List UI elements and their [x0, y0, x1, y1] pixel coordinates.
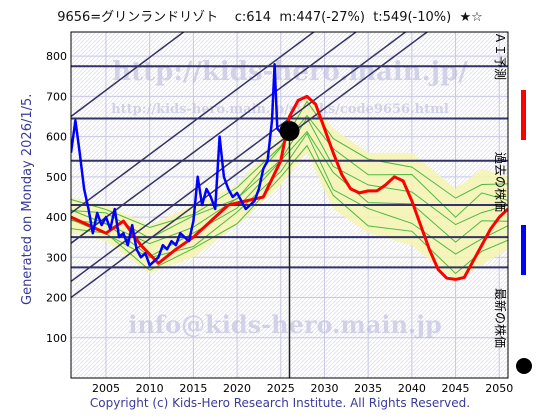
trend-channel-line	[71, 32, 316, 214]
x-tick-label: 2035	[354, 382, 382, 395]
y-tick-label: 300	[46, 251, 67, 264]
x-tick-label: 2040	[398, 382, 426, 395]
x-tick-label: 2045	[442, 382, 470, 395]
x-tick-label: 2025	[267, 382, 295, 395]
legend-ai-swatch	[521, 90, 526, 140]
watermark-main: http://kids-hero.main.jp/	[112, 57, 468, 87]
stock-code-name: 9656=グリンランドリゾト	[57, 10, 219, 25]
x-tick-label: 2030	[310, 382, 338, 395]
x-tick-label: 2015	[179, 382, 207, 395]
band-trace-line	[71, 132, 508, 259]
legend-past-label: 過去の株価	[493, 152, 507, 213]
latest-price-marker	[279, 120, 300, 141]
x-tick-label: 2010	[136, 382, 164, 395]
y-tick-label: 800	[46, 50, 67, 63]
copyright-footer: Copyright (c) Kids-Hero Research Institu…	[89, 396, 471, 410]
plot-frame	[70, 31, 509, 379]
band-trace-line	[71, 130, 508, 258]
mid-price: m:447(-27%)	[279, 10, 365, 25]
y-tick-label: 400	[46, 211, 67, 224]
x-tick-label: 2005	[92, 382, 120, 395]
x-tick-label: 2020	[223, 382, 251, 395]
trend-channel-line	[71, 32, 185, 118]
watermark-mail: info@kids-hero.main.jp	[128, 310, 442, 339]
legend-latest-swatch	[516, 358, 532, 374]
y-tick-label: 500	[46, 171, 67, 184]
y-tick-label: 700	[46, 90, 67, 103]
legend-ai-label: ＡＩ予測	[493, 32, 507, 81]
y-tick-label: 200	[46, 292, 67, 305]
y-tick-label: 100	[46, 332, 67, 345]
chart-header: 9656=グリンランドリゾト c:614 m:447(-27%) t:549(-…	[0, 6, 540, 25]
generated-date-label: Generated on Monday 2026/1/5.	[20, 93, 35, 305]
band-trace-line	[71, 144, 508, 275]
legend-past-swatch	[521, 225, 526, 275]
band-trace-line	[71, 100, 508, 229]
rating-stars: ★☆	[459, 10, 483, 25]
target-price: t:549(-10%)	[373, 10, 452, 25]
legend-latest-label: 最新の株価	[493, 288, 507, 349]
current-price: c:614	[234, 10, 272, 25]
x-tick-label: 2050	[485, 382, 513, 395]
ai-prediction-line	[71, 94, 508, 281]
trend-channel-line	[71, 32, 358, 244]
y-tick-label: 600	[46, 131, 67, 144]
past-price-line	[71, 62, 291, 267]
watermark-sub: http://kids-hero.main.jp/stocks/code9656…	[111, 102, 449, 117]
